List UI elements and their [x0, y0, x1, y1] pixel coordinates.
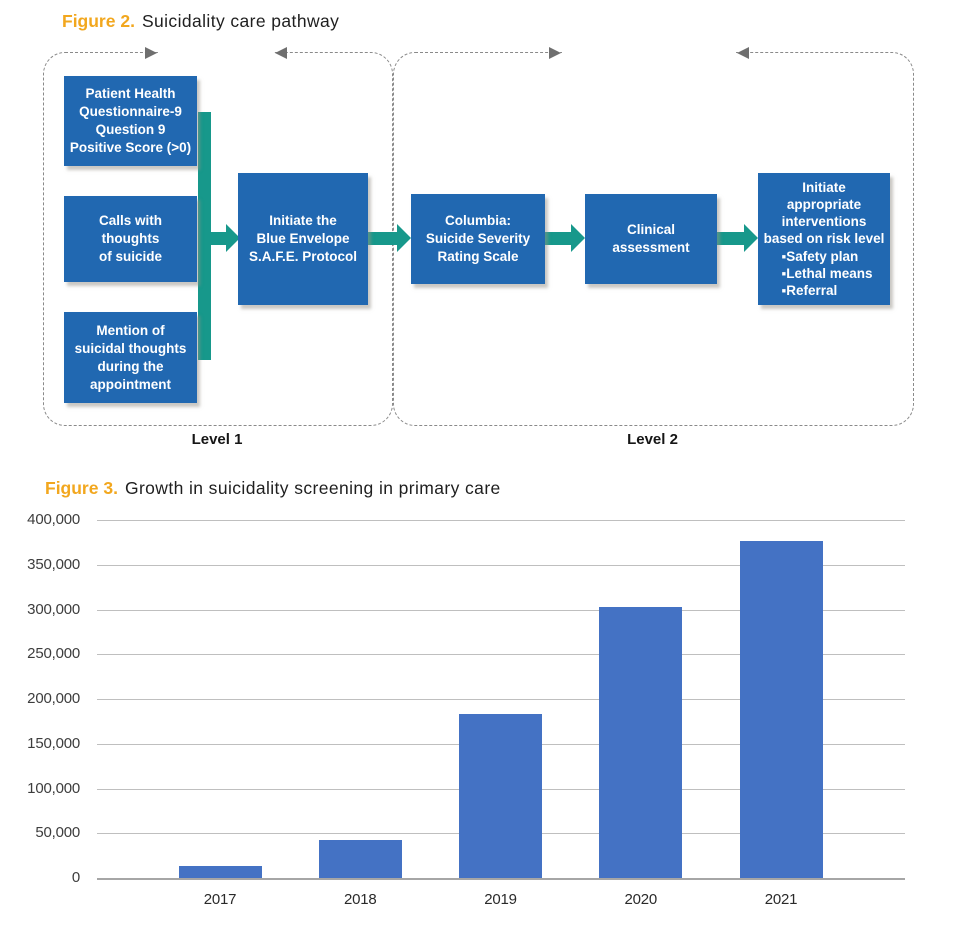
y-tick-label-400000: 400,000: [27, 511, 80, 528]
flow-box-phq9-text: Patient Health Questionnaire-9 Question …: [69, 86, 192, 155]
level2-span-left-arrow-icon: [737, 47, 749, 59]
gridline-300000: [97, 609, 905, 611]
flow-box-clinical-text: Clinical assessment: [612, 222, 690, 255]
flow-box-phq9: Patient Health Questionnaire-9 Question …: [64, 76, 197, 166]
bullet-lethal-means: Lethal means: [781, 265, 872, 282]
flow-box-interventions: Initiate appropriate interventions based…: [758, 173, 890, 305]
flow-box-mention: Mention of suicidal thoughts during the …: [64, 312, 197, 403]
flow-arrow-2-head-icon: [397, 224, 411, 252]
bar-chart: 400,000 350,000 300,000 250,000 200,000 150,0…: [0, 460, 956, 929]
flow-arrow-3-shaft: [545, 232, 571, 245]
flow-arrow-1-head-icon: [226, 224, 240, 252]
bar-2017: [178, 866, 262, 878]
x-tick-label-2018: 2018: [343, 891, 377, 908]
flow-arrow-1-shaft: [211, 232, 226, 245]
connector-vertical-bar: [198, 112, 211, 360]
flow-box-safe-protocol: Initiate the Blue Envelope S.A.F.E. Prot…: [238, 173, 368, 305]
flow-box-columbia: Columbia: Suicide Severity Rating Scale: [411, 194, 545, 284]
bullet-referral: Referral: [781, 282, 872, 299]
bar-2018: [318, 839, 402, 878]
flow-box-interventions-text: Initiate appropriate interventions based…: [763, 180, 885, 246]
y-tick-label-50000: 50,000: [35, 824, 80, 842]
level1-span-right-arrow-icon: [145, 47, 157, 59]
x-tick-label-2017: 2017: [203, 891, 237, 908]
flow-arrow-2-shaft: [368, 232, 397, 245]
flow-box-clinical: Clinical assessment: [585, 194, 717, 284]
figure3-title: Figure 3. Growth in suicidality screening…: [45, 478, 501, 499]
level1-top-gap: [158, 45, 274, 61]
y-tick-label-200000: 200,000: [27, 690, 80, 707]
level2-label: Level 2: [627, 431, 678, 448]
flow-arrow-3-head-icon: [571, 224, 585, 252]
flow-arrow-4-head-icon: [744, 224, 758, 252]
flow-box-calls: Calls with thoughts of suicide: [64, 196, 197, 282]
y-tick-label-150000: 150,000: [27, 734, 80, 752]
x-tick-label-2021: 2021: [764, 891, 798, 908]
figure2-title: Figure 2. Suicidality care pathway: [62, 11, 339, 32]
level2-span-right-arrow-icon: [549, 47, 561, 59]
flow-box-calls-text: Calls with thoughts of suicide: [98, 213, 162, 264]
y-tick-label-300000: 300,000: [27, 600, 80, 618]
interventions-bullet-list: Safety plan Lethal means Referral: [775, 248, 872, 299]
bar-2021: [739, 541, 823, 878]
flow-box-mention-text: Mention of suicidal thoughts during the …: [74, 322, 187, 392]
flow-box-safe-protocol-text: Initiate the Blue Envelope S.A.F.E. Prot…: [248, 213, 357, 264]
gridline-400000: [97, 520, 905, 521]
flow-box-columbia-text: Columbia: Suicide Severity Rating Scale: [425, 213, 531, 264]
gridline-200000: [97, 699, 905, 700]
figure3-section: Figure 3. Growth in suicidality screening…: [0, 460, 956, 929]
bullet-safety-plan: Safety plan: [781, 248, 872, 265]
figure3-label: Figure 3.: [45, 478, 118, 498]
gridline-350000: [97, 564, 905, 566]
y-tick-label-350000: 350,000: [27, 555, 80, 573]
figure2-section: Figure 2. Suicidality care pathway Patien…: [0, 0, 956, 460]
gridline-250000: [97, 654, 905, 656]
figure2-caption: Suicidality care pathway: [141, 11, 340, 31]
flow-arrow-4-shaft: [717, 232, 744, 245]
figure3-caption: Growth in suicidality screening in prima…: [124, 478, 501, 498]
y-tick-label-250000: 250,000: [27, 645, 80, 663]
level2-top-gap: [562, 45, 736, 61]
level1-label: Level 1: [191, 431, 243, 448]
gridline-0: [97, 878, 905, 880]
bar-2020: [599, 606, 683, 878]
x-tick-label-2019: 2019: [484, 891, 517, 908]
level1-span-left-arrow-icon: [275, 47, 287, 59]
x-tick-label-2020: 2020: [624, 891, 658, 908]
figure2-label: Figure 2.: [62, 11, 135, 31]
bar-2019: [459, 714, 542, 878]
y-tick-label-100000: 100,000: [27, 779, 80, 797]
y-tick-label-0: 0: [71, 869, 80, 886]
